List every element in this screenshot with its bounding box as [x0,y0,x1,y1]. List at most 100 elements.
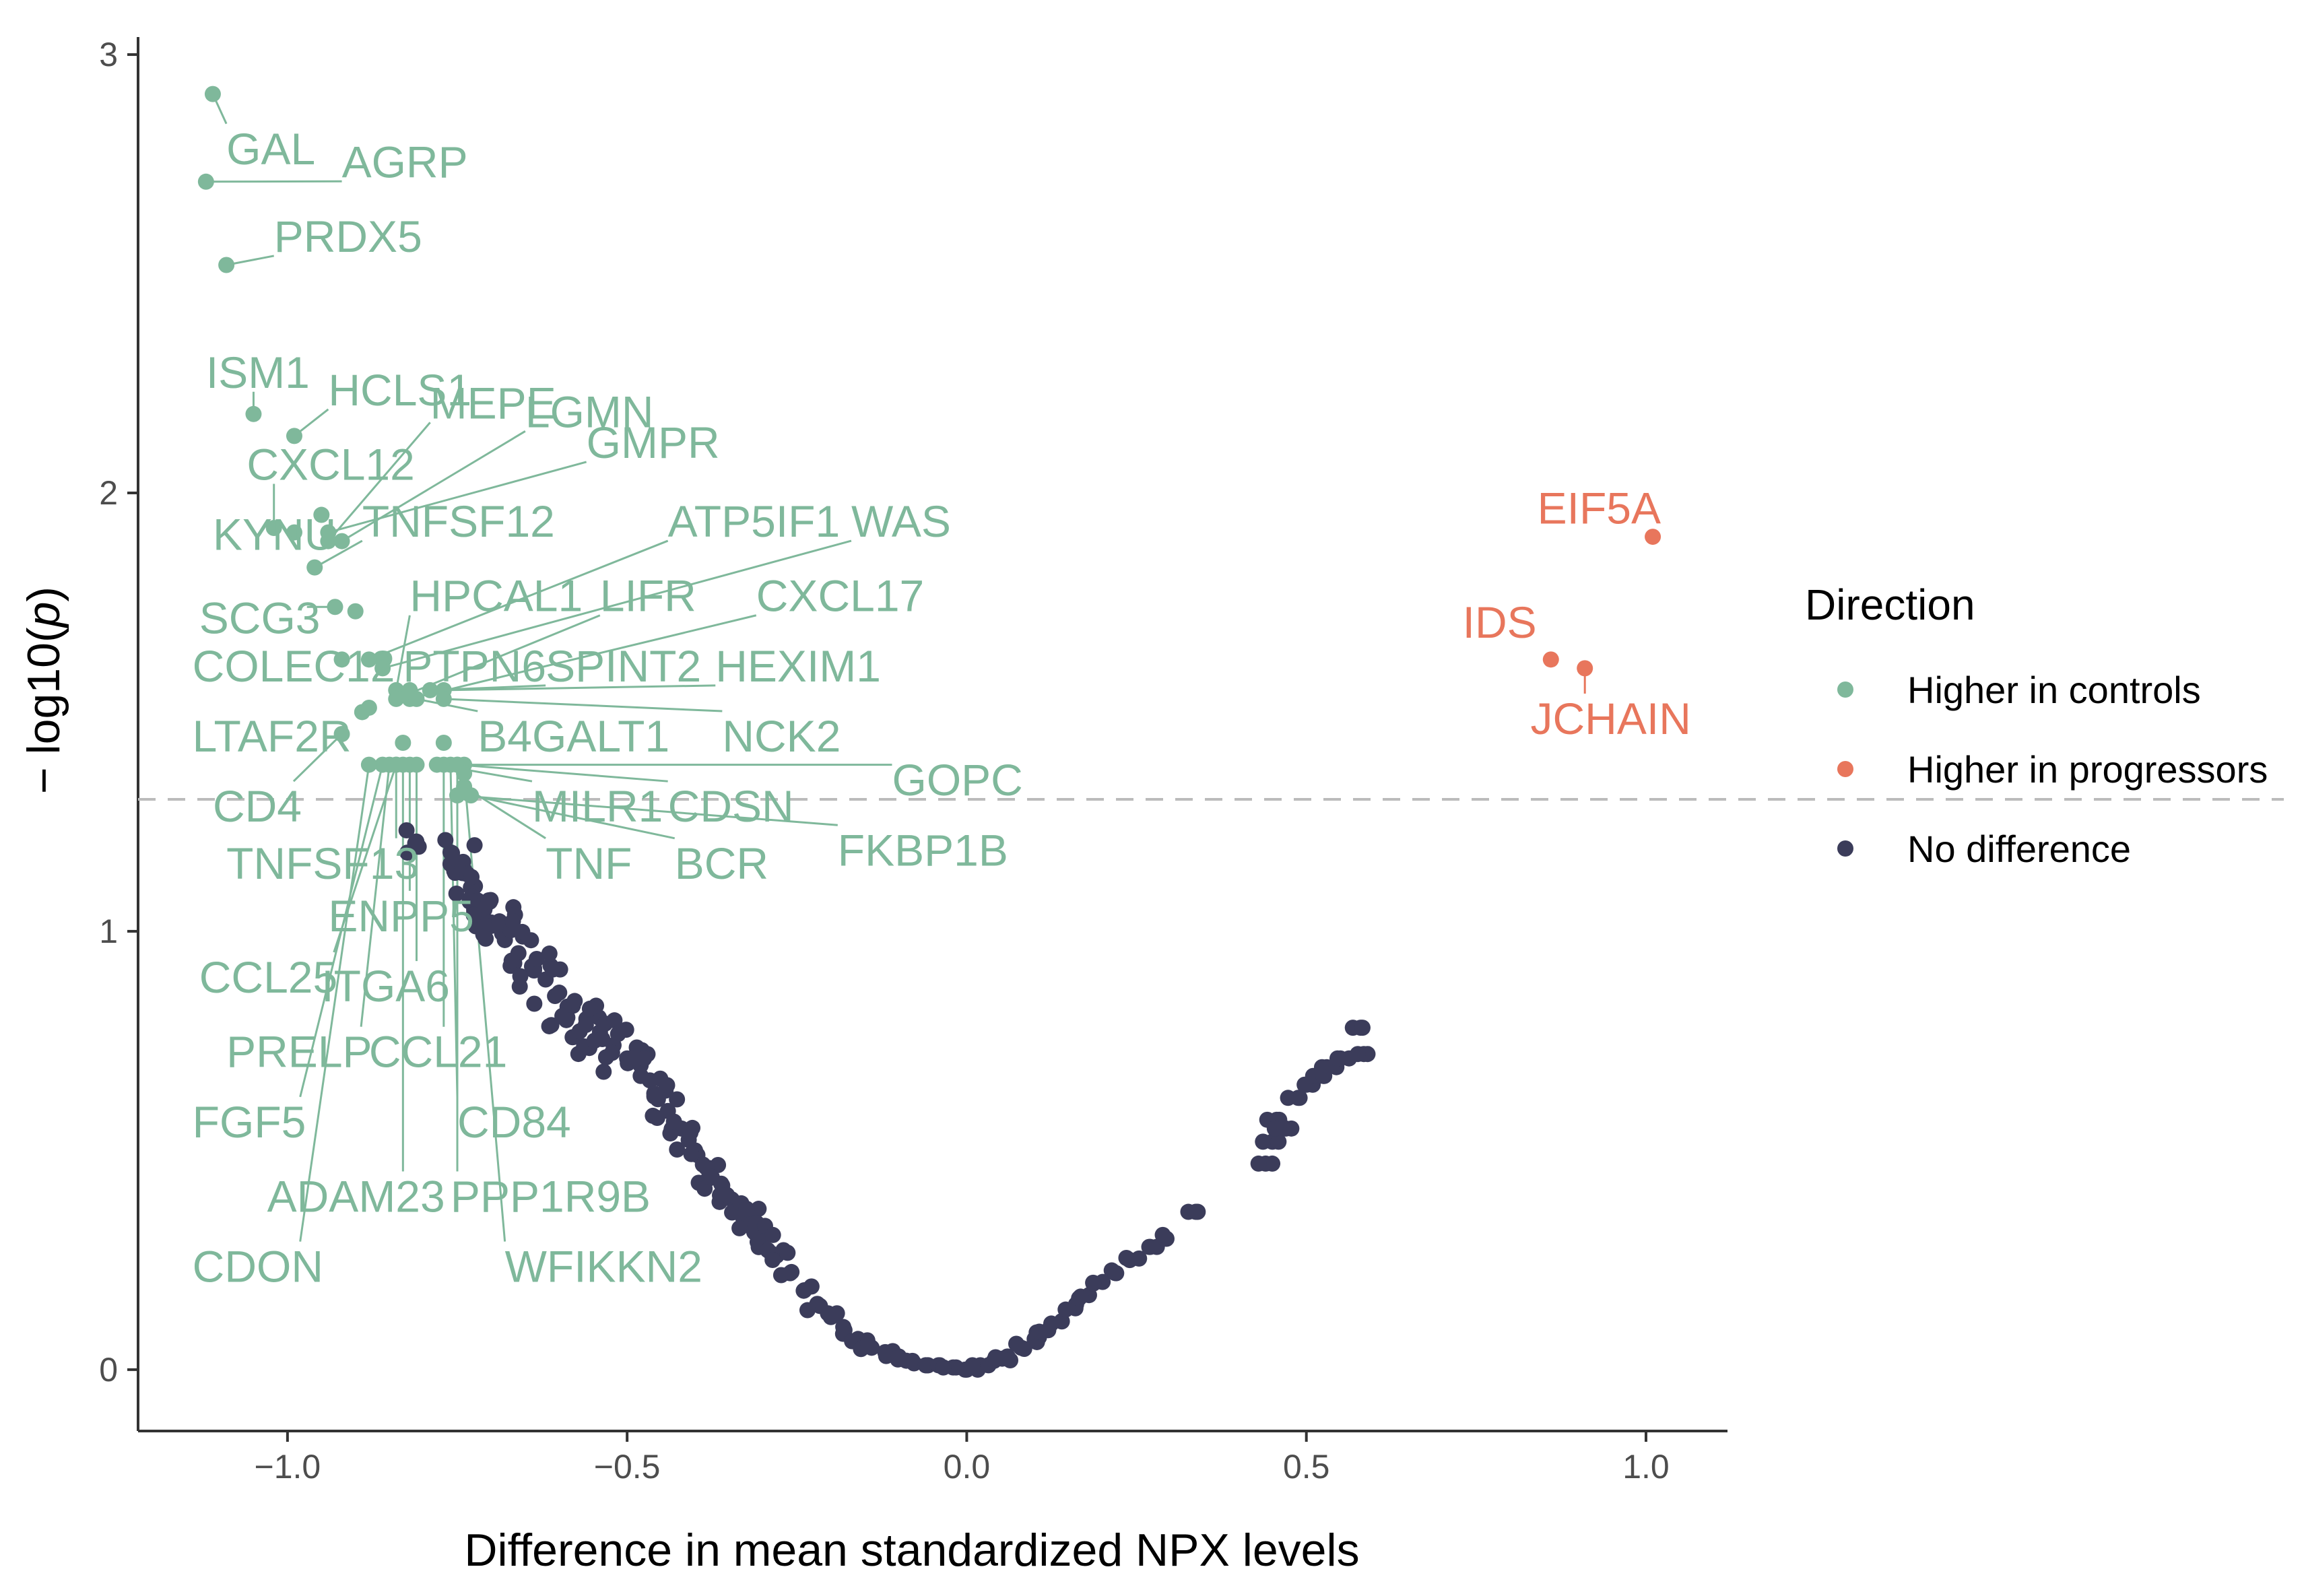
label-jchain: JCHAIN [1531,694,1691,743]
point-no-difference [1313,1059,1330,1075]
point-no-difference [437,832,454,849]
leader-mepe [327,422,431,542]
label-ptpn6: PTPN6 [403,641,546,691]
point-no-difference [503,952,520,969]
legend-key-higher-in-progressors [1837,761,1853,777]
point-no-difference [750,1201,767,1218]
point-no-difference [1264,1155,1281,1172]
point-no-difference [504,912,521,929]
point-no-difference [1270,1133,1287,1150]
label-cxcl17: CXCL17 [756,571,924,621]
legend: Direction Higher in controls Higher in pr… [1805,580,2268,870]
label-colec12: COLEC12 [193,641,395,691]
label-tnfsf13: TNFSF13 [226,838,419,888]
point-no-difference [719,1187,735,1203]
point-fkbp1b [449,787,466,804]
label-fgf5: FGF5 [193,1097,306,1147]
point-adam23 [395,756,412,773]
point-fgf5 [374,756,391,773]
point-no-difference [491,913,508,930]
point-kynu [286,524,302,541]
point-no-difference [1002,1352,1019,1369]
label-ccl25: CCL25 [199,952,337,1002]
legend-label-higher-in-controls: Higher in controls [1907,669,2201,711]
leader-agrp [205,180,342,183]
leader-cd84 [449,764,459,1097]
point-no-difference [606,1012,623,1029]
point-unlabeled [435,735,452,752]
point-no-difference [669,1141,686,1158]
point-no-difference [1350,1046,1367,1063]
point-nck2 [435,690,452,707]
label-cd84: CD84 [457,1097,571,1147]
leader-cdsn [457,764,668,783]
point-colec12 [333,651,350,668]
label-hpcal1: HPCAL1 [409,571,583,621]
point-no-difference [482,894,498,910]
label-was: WAS [851,496,951,546]
point-no-difference [1187,1203,1204,1220]
point-no-difference [1329,1050,1346,1067]
point-no-difference [1250,1155,1267,1172]
point-no-difference [448,885,465,902]
point-no-difference [646,1088,663,1105]
label-nck2: NCK2 [722,711,841,761]
point-no-difference [1085,1274,1102,1291]
point-no-difference [665,1113,682,1130]
point-no-difference [828,1305,845,1322]
point-no-difference [796,1282,813,1298]
point-no-difference [410,838,427,855]
leader-gmpr [327,461,587,534]
point-prdx5 [218,257,235,273]
leader-cd4 [292,733,343,783]
label-lifr: LIFR [600,571,696,621]
point-no-difference [738,1201,755,1218]
point-no-difference [528,950,545,967]
label-gopc: GOPC [892,755,1022,805]
label-enpp5: ENPP5 [328,891,473,941]
label-kynu: KYNU [213,510,336,560]
point-tnfsf12 [306,559,323,576]
point-lifr [388,690,405,707]
point-no-difference [581,1000,598,1017]
point-no-difference [478,930,494,947]
point-no-difference [659,1077,676,1094]
point-no-difference [964,1357,981,1374]
label-cxcl12: CXCL12 [246,439,414,489]
leader-cdon [299,764,370,1242]
point-no-difference [523,932,539,949]
point-no-difference [669,1091,686,1108]
label-tnf: TNF [546,838,632,888]
point-no-difference [682,1124,699,1141]
label-ids: IDS [1463,597,1537,647]
point-no-difference [731,1220,748,1236]
label-cd4: CD4 [213,781,302,831]
x-tick-label: −1.0 [255,1448,321,1486]
point-no-difference [1154,1226,1171,1243]
leader-lgmn [341,430,526,542]
point-ism1 [245,405,262,422]
point-no-difference [935,1359,952,1376]
point-no-difference [526,995,543,1012]
axes: −1.0 −0.5 0.0 0.5 1.0 0 1 2 3 [99,36,1727,1486]
point-unlabeled [313,506,330,523]
label-itga6: ITGA6 [321,961,450,1011]
leader-fgf5 [299,764,384,1098]
label-atp5if1: ATP5IF1 [668,496,841,546]
leader-tnfsf12 [314,539,363,568]
label-spint2: SPINT2 [546,641,701,691]
point-no-difference [1354,1020,1371,1036]
point-no-difference [444,844,461,861]
point-itga6 [408,756,425,773]
label-hexim1: HEXIM1 [715,641,881,691]
x-tick-label: 0.0 [944,1448,991,1486]
label-gal: GAL [226,124,315,174]
leader-prelp [360,764,391,1027]
y-axis-title-main: − log10( [18,627,69,794]
point-no-difference [987,1350,1004,1366]
label-gmpr: GMPR [587,418,720,467]
point-jchain [1577,660,1593,677]
y-axis-title: − log10(p) [18,587,69,794]
point-no-difference [463,869,480,886]
